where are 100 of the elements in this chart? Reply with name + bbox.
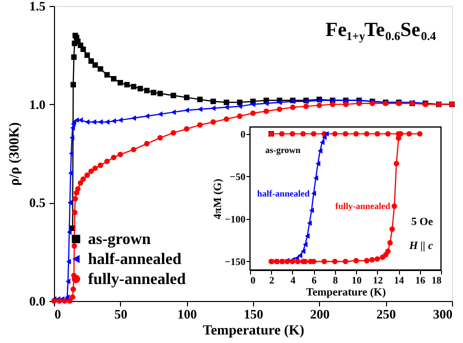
x-tick-label: 10 [352, 276, 362, 286]
x-tick-label: 0 [54, 306, 61, 322]
point [364, 258, 370, 264]
point [198, 106, 202, 112]
point [250, 110, 256, 116]
point [137, 86, 143, 92]
y-tick-label: 1.0 [29, 96, 46, 112]
point [184, 94, 190, 100]
point [75, 186, 81, 192]
x-tick-label: 14 [394, 276, 404, 286]
point [92, 166, 98, 171]
point [417, 131, 423, 137]
point [197, 96, 203, 102]
x-tick-label: 300 [433, 306, 452, 322]
point [67, 298, 73, 304]
point [84, 172, 90, 178]
point [316, 102, 322, 108]
point [197, 122, 203, 128]
point [130, 84, 136, 90]
point [84, 52, 90, 58]
point [392, 203, 398, 209]
point [110, 76, 116, 82]
point [295, 258, 300, 264]
point [157, 135, 163, 140]
point [387, 240, 393, 246]
point [88, 58, 94, 64]
legend-label: fully-annealed [88, 271, 186, 288]
point [70, 125, 75, 131]
point [66, 258, 71, 264]
point [66, 278, 70, 284]
point [279, 131, 285, 137]
series-label: half-annealed [257, 188, 310, 198]
point [290, 131, 296, 137]
point [320, 140, 325, 146]
point [68, 170, 73, 176]
point [250, 102, 256, 108]
point [131, 115, 136, 121]
point [144, 88, 150, 94]
point [184, 107, 190, 113]
point [210, 106, 216, 112]
point [72, 243, 78, 249]
point [302, 242, 308, 248]
point [70, 135, 74, 141]
x-axis-title: Temperature (K) [306, 286, 386, 298]
x-tick-label: 250 [376, 306, 396, 322]
point [237, 104, 242, 110]
point [303, 104, 309, 110]
point [356, 100, 362, 106]
point [307, 220, 312, 226]
point [118, 152, 124, 158]
point [68, 150, 74, 156]
point [322, 258, 328, 264]
series-label: fully-annealed [335, 201, 390, 212]
point [171, 109, 176, 115]
point [111, 118, 116, 124]
x-tick-label: 8 [332, 276, 338, 286]
x-tick-label: 2 [269, 276, 274, 286]
point [210, 119, 216, 125]
point [389, 226, 395, 232]
point [290, 104, 296, 110]
x-tick-label: 18 [432, 276, 442, 286]
point [98, 162, 104, 168]
x-tick-label: 0 [250, 276, 256, 286]
point [224, 116, 230, 122]
point [394, 160, 400, 166]
point [80, 46, 86, 52]
point [385, 248, 391, 254]
legend-label: half-annealed [88, 251, 182, 268]
point [104, 158, 110, 164]
point [118, 80, 124, 86]
point [353, 258, 359, 264]
point [158, 111, 163, 117]
point [130, 146, 136, 152]
point [342, 131, 348, 137]
point [313, 175, 318, 181]
x-tick-label: 50 [114, 306, 128, 322]
point [309, 208, 314, 214]
point [369, 257, 375, 263]
y-tick-label: −50 [230, 172, 246, 183]
point [374, 256, 380, 262]
legend-label: as-grown [88, 231, 151, 248]
point [330, 102, 336, 108]
y-axis-title: 4πM (G) [212, 178, 224, 220]
annotation: H || c [408, 240, 434, 252]
point [71, 54, 77, 60]
annotation: 5 Oe [411, 216, 434, 228]
point [224, 104, 229, 110]
point [104, 72, 110, 78]
x-tick-label: 12 [372, 276, 383, 286]
x-tick-label: 4 [290, 276, 296, 286]
point [110, 154, 116, 160]
point [72, 210, 78, 216]
point [276, 106, 282, 112]
point [210, 98, 216, 104]
point [332, 258, 338, 264]
x-tick-label: 16 [415, 276, 426, 286]
point [70, 82, 76, 88]
point [66, 229, 72, 235]
point [157, 90, 163, 96]
point [316, 160, 320, 166]
